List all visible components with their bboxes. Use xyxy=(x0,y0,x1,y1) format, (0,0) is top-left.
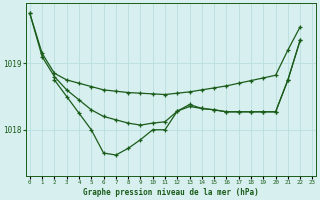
X-axis label: Graphe pression niveau de la mer (hPa): Graphe pression niveau de la mer (hPa) xyxy=(83,188,259,197)
